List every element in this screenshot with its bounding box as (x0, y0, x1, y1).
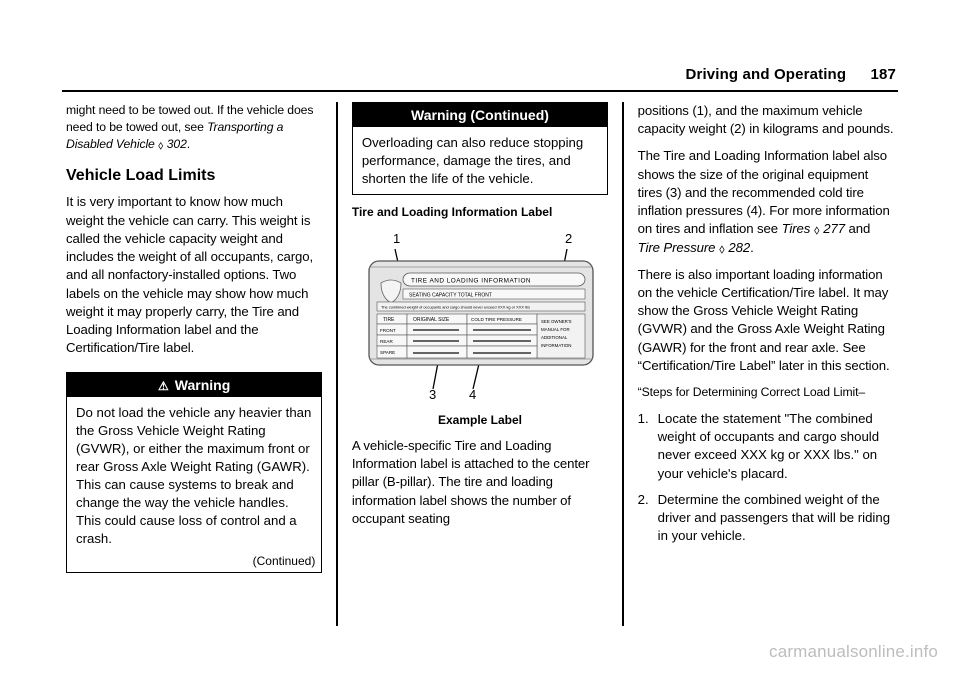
step-2: Determine the combined weight of the dri… (638, 491, 894, 546)
column-2: Warning (Continued) Overloading can also… (348, 102, 612, 626)
callout-1: 1 (393, 231, 400, 246)
xref-tire-pressure: Tire Pressure (638, 240, 716, 255)
warning-continued: (Continued) (67, 554, 321, 572)
watermark: carmanualsonline.info (769, 642, 938, 662)
col2-paragraph: A vehicle-specific Tire and Loading Info… (352, 437, 608, 528)
warning-body: Do not load the vehicle any heavier than… (67, 397, 321, 554)
warning-icon: ⚠ (158, 379, 169, 393)
manual-page: Driving and Operating 187 might need to … (0, 0, 960, 678)
placard-owners-2: MANUAL FOR (541, 327, 570, 332)
col3-p1: positions (1), and the maximum vehicle c… (638, 102, 894, 138)
link-icon: ⬨ (158, 137, 163, 154)
link-icon: ⬨ (719, 240, 725, 258)
placard-owners-4: INFORMATION (541, 343, 571, 348)
placard-title: TIRE AND LOADING INFORMATION (411, 277, 531, 284)
lead-paragraph: might need to be towed out. If the vehic… (66, 102, 322, 152)
placard-row-spare: SPARE (380, 350, 395, 355)
placard-seating: SEATING CAPACITY TOTAL FRONT (409, 292, 492, 298)
load-limit-steps: Locate the statement "The combined weigh… (638, 410, 894, 554)
placard-owners-1: SEE OWNER'S (541, 319, 572, 324)
subheading-tire-label: Tire and Loading Information Label (352, 205, 608, 219)
xref-tp-page: 282 (728, 240, 750, 255)
heading-vehicle-load-limits: Vehicle Load Limits (66, 167, 322, 185)
col3-p2-mid: and (845, 221, 870, 236)
column-container: might need to be towed out. If the vehic… (62, 102, 898, 626)
steps-intro: “Steps for Determining Correct Load Limi… (638, 384, 894, 401)
placard-row-front: FRONT (380, 328, 396, 333)
figure-caption: Example Label (352, 413, 608, 427)
warning-header: ⚠ Warning (67, 373, 321, 397)
placard-row-rear: REAR (380, 339, 393, 344)
placard-hdr-size: ORIGINAL SIZE (413, 317, 450, 323)
xref-page: 302 (167, 137, 187, 151)
running-head: Driving and Operating 187 (686, 66, 896, 83)
column-3: positions (1), and the maximum vehicle c… (634, 102, 898, 626)
placard-illustration: 1 2 3 4 (355, 229, 605, 399)
column-1: might need to be towed out. If the vehic… (62, 102, 326, 626)
placard-combined: The combined weight of occupants and car… (381, 304, 530, 309)
placard-hdr-tire: TIRE (383, 317, 395, 323)
callout-4: 4 (469, 387, 476, 399)
callout-3: 3 (429, 387, 436, 399)
figure-placard: 1 2 3 4 (355, 229, 605, 399)
header-rule (62, 90, 898, 92)
callout-2: 2 (565, 231, 572, 246)
page-number: 187 (871, 66, 896, 83)
warning-header-cont: Warning (Continued) (353, 103, 607, 127)
col3-p2: The Tire and Loading Information label a… (638, 147, 894, 256)
column-rule-2 (622, 102, 624, 626)
step-1: Locate the statement "The combined weigh… (638, 410, 894, 483)
warning-title: Warning (175, 377, 230, 393)
placard-owners-3: ADDITIONAL (541, 335, 568, 340)
col3-p3: There is also important loading informat… (638, 266, 894, 375)
warning-box-1: ⚠ Warning Do not load the vehicle any hea… (66, 372, 322, 573)
column-rule-1 (336, 102, 338, 626)
warning-box-2: Warning (Continued) Overloading can also… (352, 102, 608, 195)
warning-body-cont: Overloading can also reduce stopping per… (353, 127, 607, 194)
link-icon: ⬨ (814, 221, 820, 239)
xref-tires-page: 277 (823, 221, 845, 236)
section-name: Driving and Operating (686, 66, 847, 83)
xref-tires: Tires (782, 221, 811, 236)
vll-paragraph: It is very important to know how much we… (66, 193, 322, 357)
placard-hdr-press: COLD TIRE PRESSURE (471, 317, 522, 322)
